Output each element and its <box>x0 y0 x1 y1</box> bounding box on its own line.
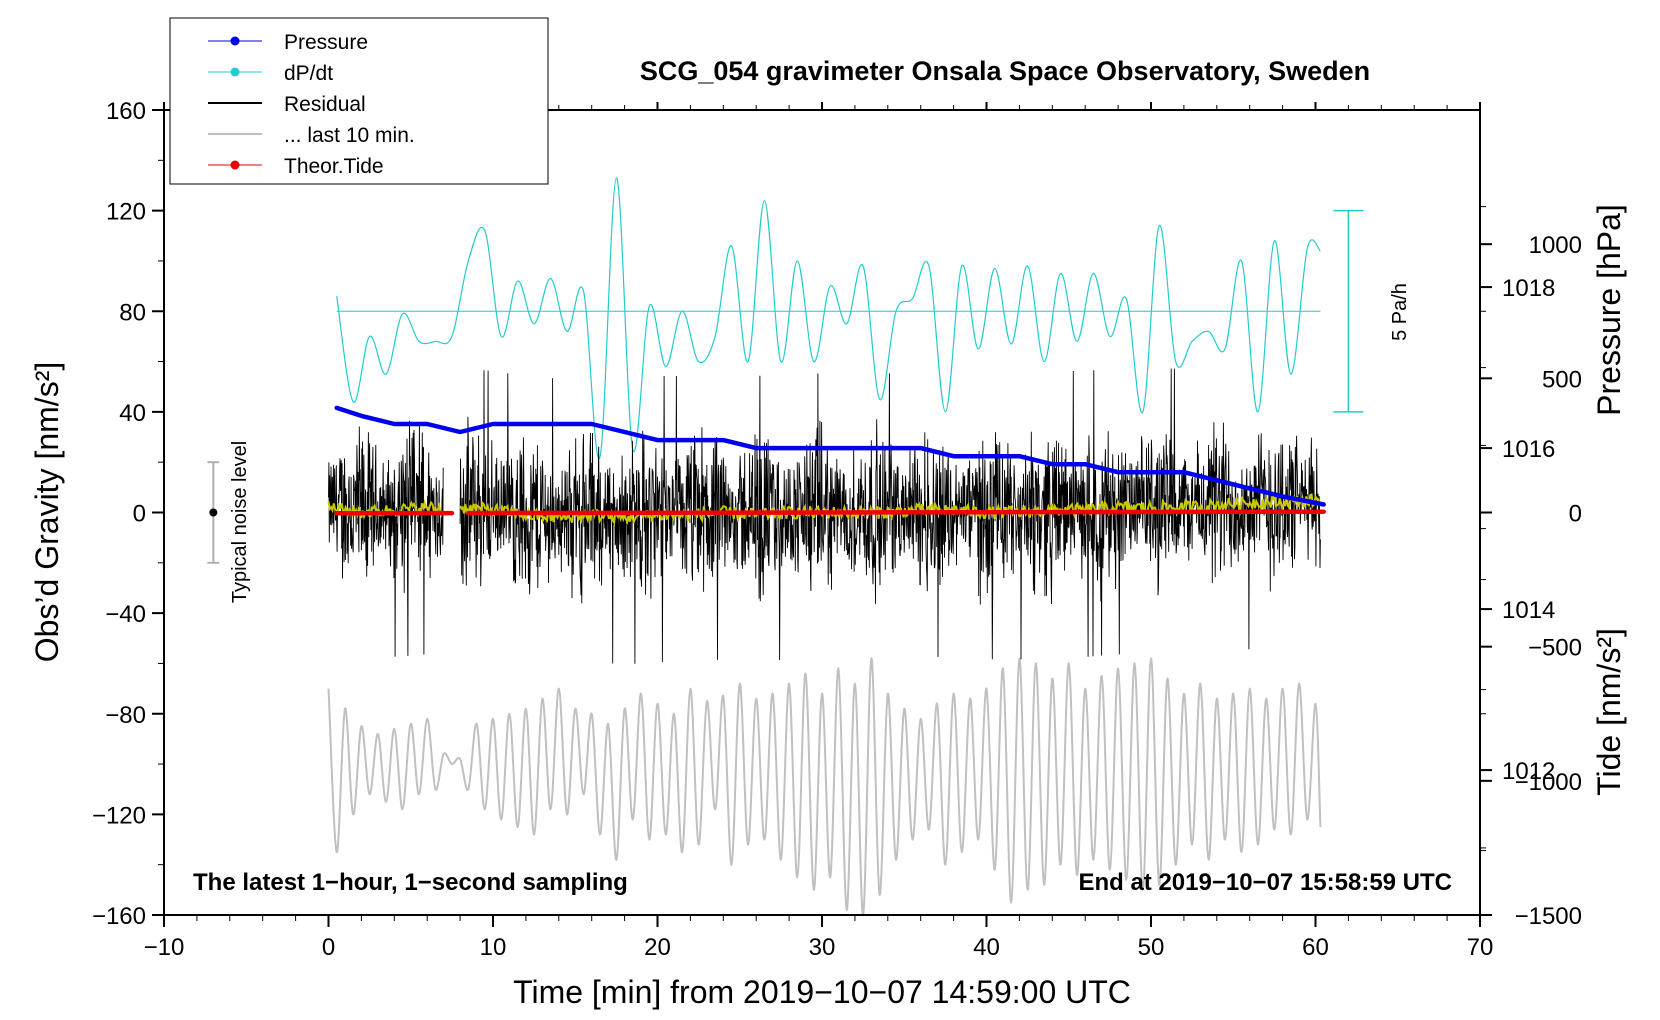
noise-bar-center <box>209 508 218 517</box>
sampling-note: The latest 1−hour, 1−second sampling <box>193 869 628 896</box>
tide-tick-label: −1500 <box>1515 903 1582 930</box>
legend-marker-4 <box>230 160 240 170</box>
tide-axis-title: Tide [nm/s²] <box>1591 628 1627 796</box>
x-tick-label: 30 <box>809 934 836 961</box>
y-tick-label: −80 <box>105 702 146 729</box>
tick-layer: −10 0 10 20 30 40 50 60 70 160 120 80 40 0 −40 −80 −120 −… <box>92 98 1582 961</box>
x-tick-label: 40 <box>973 934 1000 961</box>
y-axis-title: Obs’d Gravity [nm/s²] <box>29 362 65 663</box>
last-10min-line <box>327 657 1322 917</box>
x-tick-label: 10 <box>480 934 507 961</box>
dpdt-line <box>336 177 1321 460</box>
tide-tick-label: −500 <box>1528 635 1582 662</box>
legend-box <box>169 17 549 185</box>
pressure-tick-label: 1012 <box>1502 758 1555 785</box>
y-tick-label: 80 <box>119 299 146 326</box>
x-tick-label: 70 <box>1467 934 1494 961</box>
pressure-tick-label: 1014 <box>1502 597 1555 624</box>
x-tick-label: −10 <box>144 934 185 961</box>
legend-label-0: Pressure <box>284 31 368 54</box>
end-time-note: End at 2019−10−07 15:58:59 UTC <box>1078 869 1452 896</box>
chart-title: SCG_054 gravimeter Onsala Space Observat… <box>640 56 1370 86</box>
tide-line-segment-2 <box>466 509 1326 516</box>
legend-label-2: Residual <box>284 93 366 116</box>
y-tick-label: 0 <box>133 501 146 528</box>
y-tick-label: −120 <box>92 802 146 829</box>
pressure-line <box>334 405 1326 507</box>
y-tick-label: 160 <box>106 98 146 125</box>
data-layer <box>207 177 1364 917</box>
legend-label-3: ... last 10 min. <box>284 124 415 147</box>
tide-tick-label: 0 <box>1569 501 1582 528</box>
pressure-tick-label: 1018 <box>1502 275 1555 302</box>
legend-label-4: Theor.Tide <box>284 155 384 178</box>
tide-tick-label: 1000 <box>1529 232 1582 259</box>
legend-label-1: dP/dt <box>284 62 333 85</box>
dpdt-scale-label: 5 Pa/h <box>1389 283 1411 341</box>
x-tick-label: 50 <box>1138 934 1165 961</box>
legend: Pressure dP/dt Residual ... last 10 min. The… <box>169 17 549 185</box>
legend-marker-0 <box>230 36 240 46</box>
x-tick-label: 0 <box>322 934 335 961</box>
tide-tick-label: −1000 <box>1515 769 1582 796</box>
noise-level-label: Typical noise level <box>229 441 251 603</box>
legend-marker-1 <box>230 67 240 77</box>
y-tick-label: 120 <box>106 199 146 226</box>
pressure-tick-label: 1016 <box>1502 436 1555 463</box>
pressure-axis-title: Pressure [hPa] <box>1591 204 1627 416</box>
y-tick-label: −160 <box>92 903 146 930</box>
tide-tick-label: 500 <box>1542 366 1582 393</box>
x-tick-label: 20 <box>644 934 671 961</box>
y-tick-label: −40 <box>105 601 146 628</box>
y-tick-label: 40 <box>119 400 146 427</box>
x-axis-title: Time [min] from 2019−10−07 14:59:00 UTC <box>513 974 1131 1010</box>
x-tick-label: 60 <box>1302 934 1329 961</box>
